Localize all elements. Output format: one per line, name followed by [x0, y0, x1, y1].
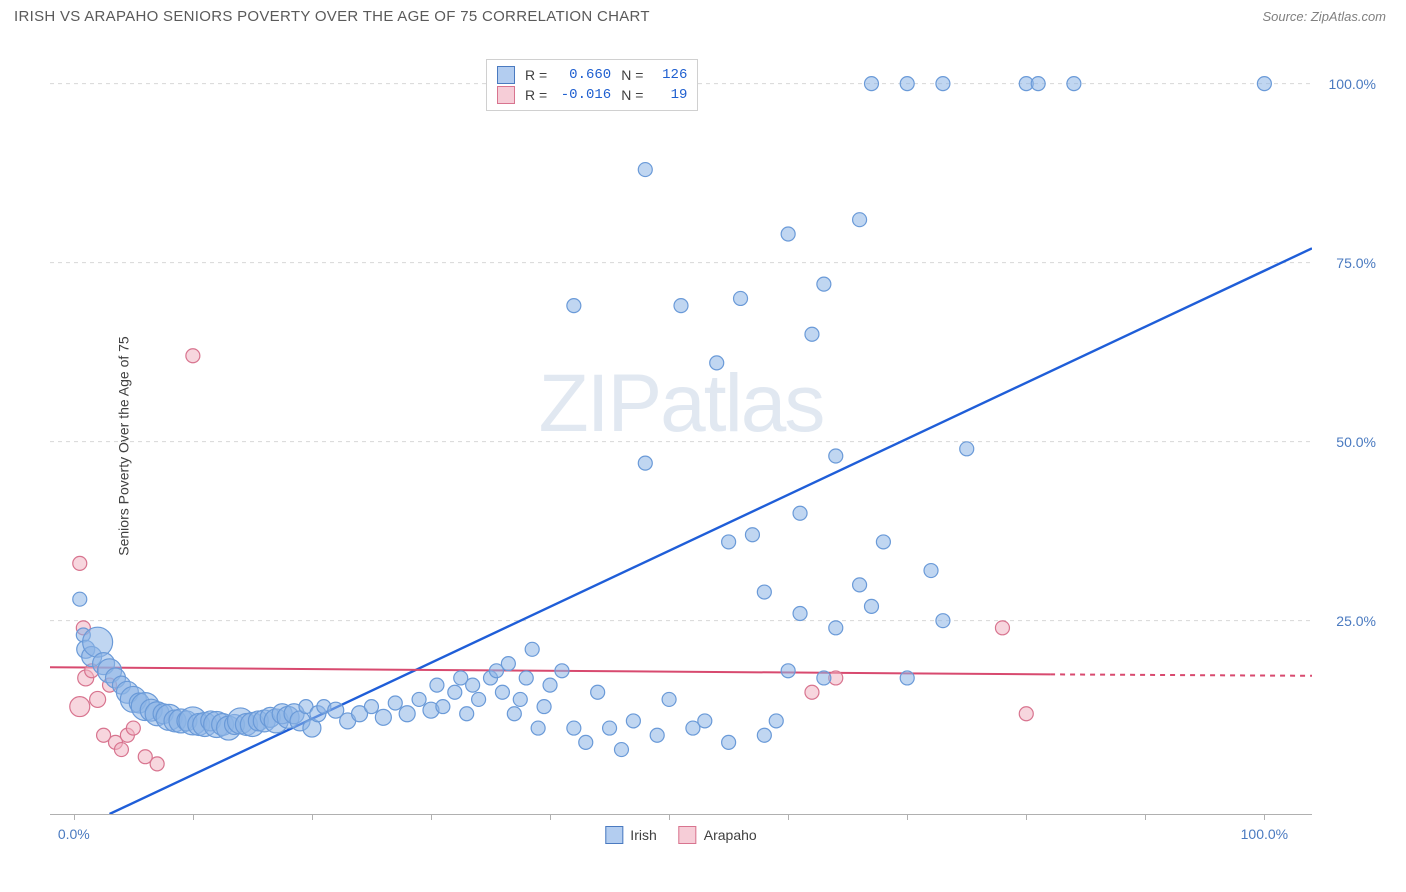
- series-legend: Irish Arapaho: [605, 826, 756, 844]
- chart-title: IRISH VS ARAPAHO SENIORS POVERTY OVER TH…: [14, 8, 650, 25]
- chart-header: IRISH VS ARAPAHO SENIORS POVERTY OVER TH…: [0, 0, 1406, 35]
- legend-swatch-irish: [497, 66, 515, 84]
- scatter-plot-svg: [50, 55, 1312, 814]
- x-tick-label: 0.0%: [58, 826, 90, 842]
- legend-row-irish: R = 0.660 N = 126: [497, 65, 687, 85]
- chart-container: ZIPatlas R = 0.660 N = 126 R = -0.016 N …: [50, 55, 1380, 815]
- x-tick: [312, 814, 313, 820]
- x-tick: [74, 814, 75, 820]
- y-tick-label: 50.0%: [1336, 434, 1376, 450]
- legend-item-irish: Irish: [605, 826, 656, 844]
- legend-item-arapaho: Arapaho: [679, 826, 757, 844]
- x-tick: [1026, 814, 1027, 820]
- x-tick: [907, 814, 908, 820]
- legend-swatch-arapaho-icon: [679, 826, 697, 844]
- x-tick: [193, 814, 194, 820]
- source-attribution: Source: ZipAtlas.com: [1262, 9, 1386, 24]
- plot-area: ZIPatlas R = 0.660 N = 126 R = -0.016 N …: [50, 55, 1312, 815]
- y-tick-label: 75.0%: [1336, 255, 1376, 271]
- x-tick: [431, 814, 432, 820]
- x-tick: [788, 814, 789, 820]
- y-tick-label: 100.0%: [1329, 76, 1376, 92]
- x-tick: [1264, 814, 1265, 820]
- x-tick: [550, 814, 551, 820]
- correlation-legend: R = 0.660 N = 126 R = -0.016 N = 19: [486, 59, 698, 111]
- legend-swatch-irish-icon: [605, 826, 623, 844]
- legend-row-arapaho: R = -0.016 N = 19: [497, 85, 687, 105]
- x-tick: [1145, 814, 1146, 820]
- y-tick-label: 25.0%: [1336, 613, 1376, 629]
- x-tick-label: 100.0%: [1241, 826, 1288, 842]
- x-tick: [669, 814, 670, 820]
- legend-swatch-arapaho: [497, 86, 515, 104]
